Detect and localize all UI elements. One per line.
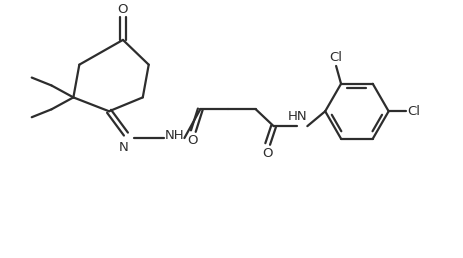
Text: O: O: [262, 147, 272, 160]
Text: Cl: Cl: [329, 51, 342, 64]
Text: O: O: [118, 3, 128, 16]
Text: O: O: [187, 134, 197, 147]
Text: Cl: Cl: [407, 105, 419, 118]
Text: HN: HN: [287, 110, 307, 123]
Text: NH: NH: [164, 128, 184, 142]
Text: N: N: [119, 141, 129, 154]
